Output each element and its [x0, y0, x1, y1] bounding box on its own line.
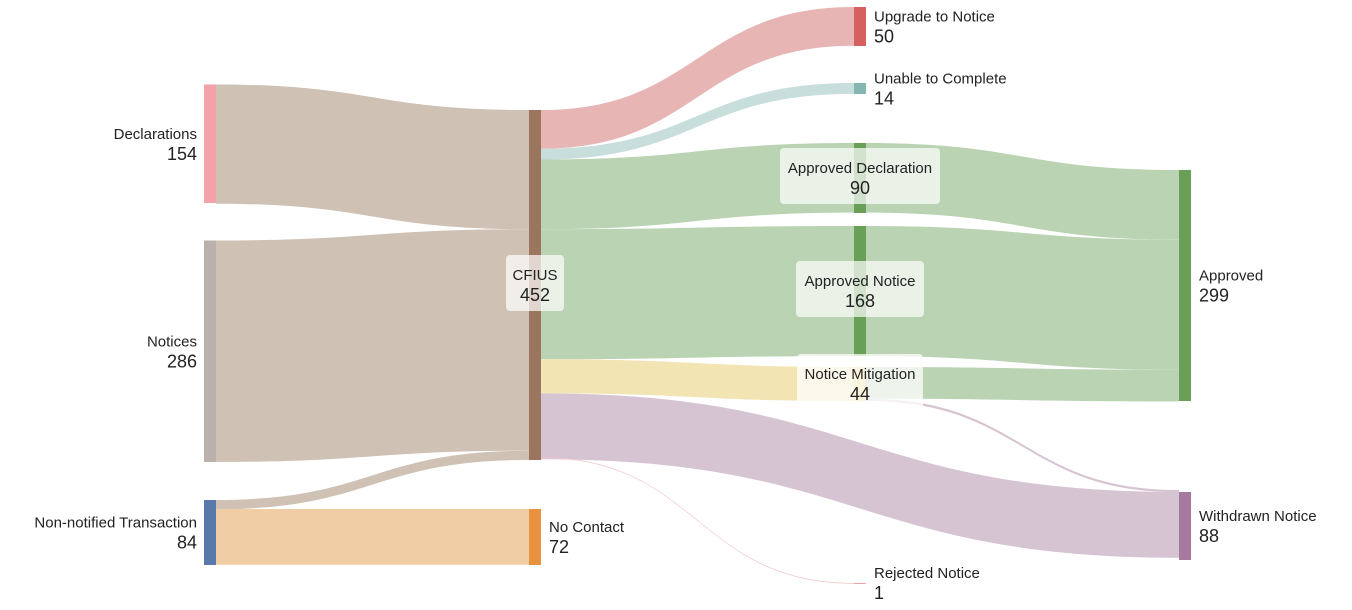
node-name-non-notified: Non-notified Transaction [34, 515, 197, 532]
link-notice-mitigation-to-approved[interactable] [866, 367, 1179, 402]
node-name-notice-mitigation: Notice Mitigation [805, 366, 916, 383]
link-approved-decl-to-approved[interactable] [866, 143, 1179, 240]
node-rejected[interactable] [854, 583, 866, 584]
node-name-notices: Notices [147, 333, 197, 350]
node-name-upgrade: Upgrade to Notice [874, 9, 995, 26]
node-upgrade[interactable] [854, 7, 866, 46]
link-cfius-to-approved-notice[interactable] [541, 226, 854, 360]
node-name-approved-notice: Approved Notice [805, 273, 916, 290]
link-notices-to-cfius[interactable] [216, 229, 529, 462]
node-name-rejected: Rejected Notice [874, 565, 980, 582]
node-value-cfius: 452 [520, 285, 550, 305]
node-unable[interactable] [854, 83, 866, 94]
link-notice-mitigation-to-withdrawn[interactable] [866, 398, 1179, 493]
label-box-notice-mitigation [797, 354, 923, 410]
node-name-declarations: Declarations [114, 126, 197, 143]
node-value-declarations: 154 [167, 144, 197, 164]
link-cfius-to-notice-mitigation[interactable] [541, 359, 854, 402]
node-value-non-notified: 84 [177, 533, 197, 553]
label-box-approved-notice [796, 261, 924, 317]
link-non-notified-to-no-contact[interactable] [216, 509, 529, 565]
link-cfius-to-approved-decl[interactable] [541, 143, 854, 230]
link-approved-notice-to-approved[interactable] [866, 226, 1179, 370]
link-cfius-to-unable[interactable] [541, 83, 854, 160]
node-value-upgrade: 50 [874, 27, 894, 47]
node-name-cfius: CFIUS [513, 267, 558, 284]
node-declarations[interactable] [204, 84, 216, 204]
node-non-notified[interactable] [204, 500, 216, 565]
node-value-withdrawn: 88 [1199, 526, 1219, 546]
label-box-cfius [506, 255, 564, 311]
node-value-notices: 286 [167, 351, 197, 371]
node-name-no-contact: No Contact [549, 519, 625, 536]
node-name-approved: Approved [1199, 268, 1263, 285]
link-cfius-to-upgrade[interactable] [541, 7, 854, 149]
node-approved[interactable] [1179, 170, 1191, 401]
link-cfius-to-withdrawn[interactable] [541, 393, 1179, 558]
links-layer [216, 7, 1179, 584]
link-declarations-to-cfius[interactable] [216, 84, 529, 230]
node-notices[interactable] [204, 240, 216, 463]
node-name-unable: Unable to Complete [874, 71, 1007, 88]
node-value-approved: 299 [1199, 286, 1229, 306]
node-value-approved-notice: 168 [845, 291, 875, 311]
link-non-notified-to-cfius[interactable] [216, 450, 529, 510]
node-value-notice-mitigation: 44 [850, 384, 870, 404]
node-name-approved-decl: Approved Declaration [788, 160, 932, 177]
node-name-withdrawn: Withdrawn Notice [1199, 508, 1317, 525]
node-value-rejected: 1 [874, 583, 884, 603]
node-no-contact[interactable] [529, 509, 541, 565]
node-value-approved-decl: 90 [850, 178, 870, 198]
node-value-unable: 14 [874, 89, 894, 109]
node-value-no-contact: 72 [549, 537, 569, 557]
link-cfius-to-rejected[interactable] [541, 457, 854, 584]
label-box-approved-decl [780, 148, 940, 204]
node-withdrawn[interactable] [1179, 492, 1191, 560]
